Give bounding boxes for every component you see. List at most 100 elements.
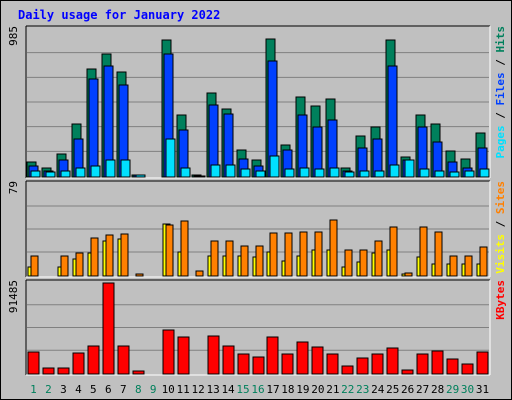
bar-pages: [449, 171, 460, 178]
bar-kbytes: [446, 358, 459, 375]
bar-files: [88, 78, 99, 178]
bar-sites: [464, 255, 473, 277]
bar-kbytes: [281, 353, 294, 375]
bar-kbytes: [57, 367, 70, 375]
bar-sites: [344, 249, 353, 277]
legend-visits: Visits: [494, 234, 507, 274]
x-tick-label: 9: [150, 383, 157, 396]
bar-sites: [120, 233, 129, 277]
bar-kbytes: [87, 345, 100, 375]
legend-hits: Hits: [494, 26, 507, 53]
x-tick-label: 24: [371, 383, 385, 396]
bar-kbytes: [326, 353, 339, 375]
bar-sites: [225, 240, 234, 277]
bar-pages: [225, 164, 236, 178]
x-tick-label: 25: [386, 383, 399, 396]
bar-sites: [30, 255, 39, 277]
x-tick-label: 5: [90, 383, 97, 396]
bar-kbytes: [207, 335, 220, 375]
x-tick-label: 4: [75, 383, 82, 396]
x-tick-label: 18: [281, 383, 294, 396]
legend-files: Files: [494, 72, 507, 105]
bar-pages: [269, 155, 280, 178]
bar-pages: [180, 167, 191, 178]
bar-kbytes: [42, 367, 55, 375]
bar-pages: [165, 138, 176, 178]
bar-sites: [299, 231, 308, 277]
bar-sites: [434, 231, 443, 277]
bar-sites: [180, 220, 189, 277]
chart-title: Daily usage for January 2022: [18, 8, 220, 22]
legend-kbytes: KBytes: [494, 280, 507, 320]
bar-pages: [195, 175, 206, 178]
bar-kbytes: [162, 329, 175, 375]
bar-sites: [75, 252, 84, 277]
bar-sites: [240, 245, 249, 277]
bar-sites: [269, 232, 278, 277]
bar-sites: [105, 234, 114, 277]
bar-sites: [60, 255, 69, 277]
bar-pages: [359, 170, 370, 178]
bar-sites: [389, 226, 398, 277]
bar-sites: [479, 246, 488, 277]
panel-legend: KBytes: [494, 280, 507, 320]
x-tick-label: 30: [461, 383, 474, 396]
panel-legend: Pages / Files / Hits: [494, 26, 507, 159]
bar-kbytes: [431, 350, 444, 375]
x-tick-label: 19: [296, 383, 309, 396]
bar-kbytes: [476, 351, 489, 375]
bar-kbytes: [177, 336, 190, 375]
x-tick-label: 11: [177, 383, 190, 396]
bar-sites: [449, 255, 458, 277]
x-tick-label: 12: [192, 383, 205, 396]
bar-pages: [30, 170, 41, 178]
x-tick-label: 21: [326, 383, 339, 396]
x-tick-label: 28: [431, 383, 444, 396]
x-tick-label: 8: [135, 383, 142, 396]
bar-pages: [314, 168, 325, 178]
panel-kbytes: 91485 KBytes: [7, 279, 507, 376]
legend-separator: /: [494, 106, 507, 126]
bar-kbytes: [27, 351, 40, 375]
bar-kbytes: [222, 345, 235, 375]
bar-pages: [105, 159, 116, 178]
bar-pages: [45, 171, 56, 178]
bar-pages: [120, 159, 131, 178]
bar-kbytes: [132, 370, 145, 375]
bar-kbytes: [386, 347, 399, 375]
bar-pages: [389, 164, 400, 178]
x-tick-label: 13: [206, 383, 219, 396]
x-tick-label: 14: [221, 383, 235, 396]
bar-sites: [284, 232, 293, 277]
bar-sites: [359, 249, 368, 277]
bar-sites: [374, 240, 383, 277]
bar-pages: [75, 167, 86, 178]
x-tick-label: 3: [60, 383, 67, 396]
bar-pages: [210, 164, 221, 178]
x-tick-label: 31: [476, 383, 489, 396]
bar-kbytes: [311, 346, 324, 375]
bar-pages: [329, 167, 340, 178]
bar-pages: [255, 170, 266, 178]
panel-hits-files-pages: 985 Pages / Files / Hits: [7, 25, 507, 179]
x-tick-label: 29: [446, 383, 459, 396]
x-tick-label: 15: [236, 383, 249, 396]
x-tick-label: 27: [416, 383, 429, 396]
bar-pages: [90, 165, 101, 178]
x-tick-label: 20: [311, 383, 324, 396]
bar-pages: [404, 159, 415, 178]
x-tick-label: 23: [356, 383, 369, 396]
bar-sites: [165, 224, 174, 277]
bar-sites: [329, 219, 338, 277]
bar-pages: [60, 170, 71, 178]
bar-files: [387, 65, 398, 178]
bar-sites: [314, 231, 323, 277]
legend-separator: /: [494, 214, 507, 234]
bar-pages: [284, 168, 295, 178]
bar-pages: [240, 168, 251, 178]
x-tick-label: 1: [30, 383, 37, 396]
bar-kbytes: [416, 353, 429, 375]
bar-sites: [419, 226, 428, 277]
panel-max-label: 985: [7, 26, 20, 46]
x-tick-label: 10: [162, 383, 175, 396]
